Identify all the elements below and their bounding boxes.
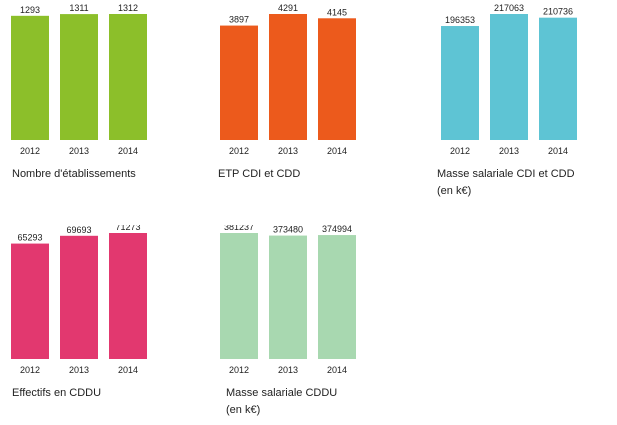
caption-title: Nombre d'établissements — [12, 168, 136, 180]
caption-masse-salariale-cddu: Masse salariale CDDU (en k€) — [226, 385, 337, 419]
x-tick-label: 2013 — [69, 365, 89, 375]
bar-value-label: 69693 — [66, 225, 91, 235]
bar-value-label: 373480 — [273, 225, 303, 235]
bar-2014 — [109, 233, 147, 359]
bar-2014 — [539, 17, 577, 140]
bar-value-label: 71273 — [115, 225, 140, 232]
bar-value-label: 381237 — [224, 225, 254, 232]
chart-etp: 3897 2012 4291 2013 4145 2014 — [220, 4, 356, 156]
bar-2014 — [318, 18, 356, 141]
caption-etablissements: Nombre d'établissements — [12, 166, 136, 183]
x-tick-label: 2014 — [118, 365, 138, 375]
bar-value-label: 1312 — [118, 4, 138, 13]
x-tick-label: 2014 — [327, 365, 347, 375]
chart-effectifs-cddu: 65293 2012 69693 2013 71273 2014 — [11, 225, 147, 375]
caption-title: Masse salariale CDDU — [226, 387, 338, 399]
bar-2013 — [269, 235, 307, 359]
bar-value-label: 65293 — [17, 233, 42, 243]
bar-value-label: 3897 — [229, 15, 249, 25]
bar-2013 — [269, 14, 307, 140]
x-tick-label: 2012 — [229, 365, 249, 375]
x-tick-label: 2014 — [548, 146, 568, 156]
bar-value-label: 196353 — [445, 15, 475, 25]
caption-masse-salariale-cdi-cdd: Masse salariale CDI et CDD (en k€) — [437, 166, 575, 200]
bar-2012 — [11, 15, 49, 141]
bar-2013 — [60, 235, 98, 359]
x-tick-label: 2012 — [229, 146, 249, 156]
x-tick-label: 2012 — [20, 146, 40, 156]
chart-masse-salariale-cddu: 381237 2012 373480 2013 374994 2014 — [220, 225, 356, 375]
bar-value-label: 217063 — [494, 4, 524, 13]
bar-2012 — [11, 243, 49, 359]
caption-effectifs-cddu: Effectifs en CDDU — [12, 385, 101, 402]
chart-etablissements: 1293 2012 1311 2013 1312 2014 — [11, 4, 147, 156]
x-tick-label: 2012 — [20, 365, 40, 375]
bar-2014 — [109, 14, 147, 140]
caption-title: Masse salariale CDI et CDD — [437, 168, 575, 180]
x-tick-label: 2012 — [450, 146, 470, 156]
x-tick-label: 2014 — [118, 146, 138, 156]
bar-2013 — [490, 14, 528, 140]
x-tick-label: 2013 — [278, 365, 298, 375]
x-tick-label: 2013 — [69, 146, 89, 156]
caption-subtitle: (en k€) — [437, 185, 472, 197]
caption-etp: ETP CDI et CDD — [218, 166, 300, 183]
bar-2012 — [220, 25, 258, 141]
bar-value-label: 4145 — [327, 7, 347, 17]
bar-value-label: 1311 — [69, 4, 88, 13]
bar-2012 — [220, 233, 258, 359]
x-tick-label: 2013 — [499, 146, 519, 156]
bar-2012 — [441, 26, 479, 141]
chart-masse-salariale-cdi-cdd: 196353 2012 217063 2013 210736 2014 — [441, 4, 577, 156]
caption-title: Effectifs en CDDU — [12, 387, 102, 399]
bar-2013 — [60, 14, 98, 140]
x-tick-label: 2014 — [327, 146, 347, 156]
x-tick-label: 2013 — [278, 146, 298, 156]
bar-value-label: 1293 — [20, 5, 40, 15]
caption-title: ETP CDI et CDD — [218, 168, 301, 180]
bar-value-label: 210736 — [543, 7, 573, 17]
bar-2014 — [318, 235, 356, 359]
bar-value-label: 4291 — [278, 4, 298, 13]
bar-value-label: 374994 — [322, 225, 352, 234]
caption-subtitle: (en k€) — [226, 404, 261, 416]
